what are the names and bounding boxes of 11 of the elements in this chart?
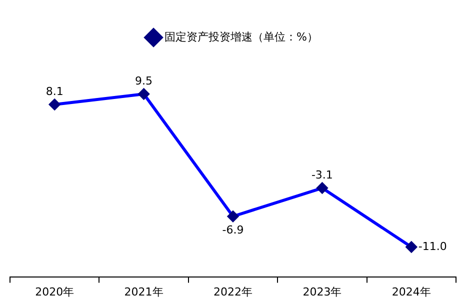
- data-label: -6.9: [222, 224, 244, 237]
- data-label: -3.1: [311, 168, 333, 182]
- legend-label: 固定资产投资增速（单位：%）: [164, 30, 318, 44]
- x-tick-label: 2020年: [35, 285, 74, 298]
- x-tick-label: 2024年: [392, 285, 431, 298]
- x-tick-label: 2021年: [124, 285, 164, 298]
- data-label: 8.1: [46, 84, 64, 98]
- x-tick-label: 2023年: [302, 285, 342, 298]
- data-label: -11.0: [418, 240, 447, 253]
- x-tick-label: 2022年: [214, 285, 252, 298]
- data-label: 9.5: [135, 74, 153, 88]
